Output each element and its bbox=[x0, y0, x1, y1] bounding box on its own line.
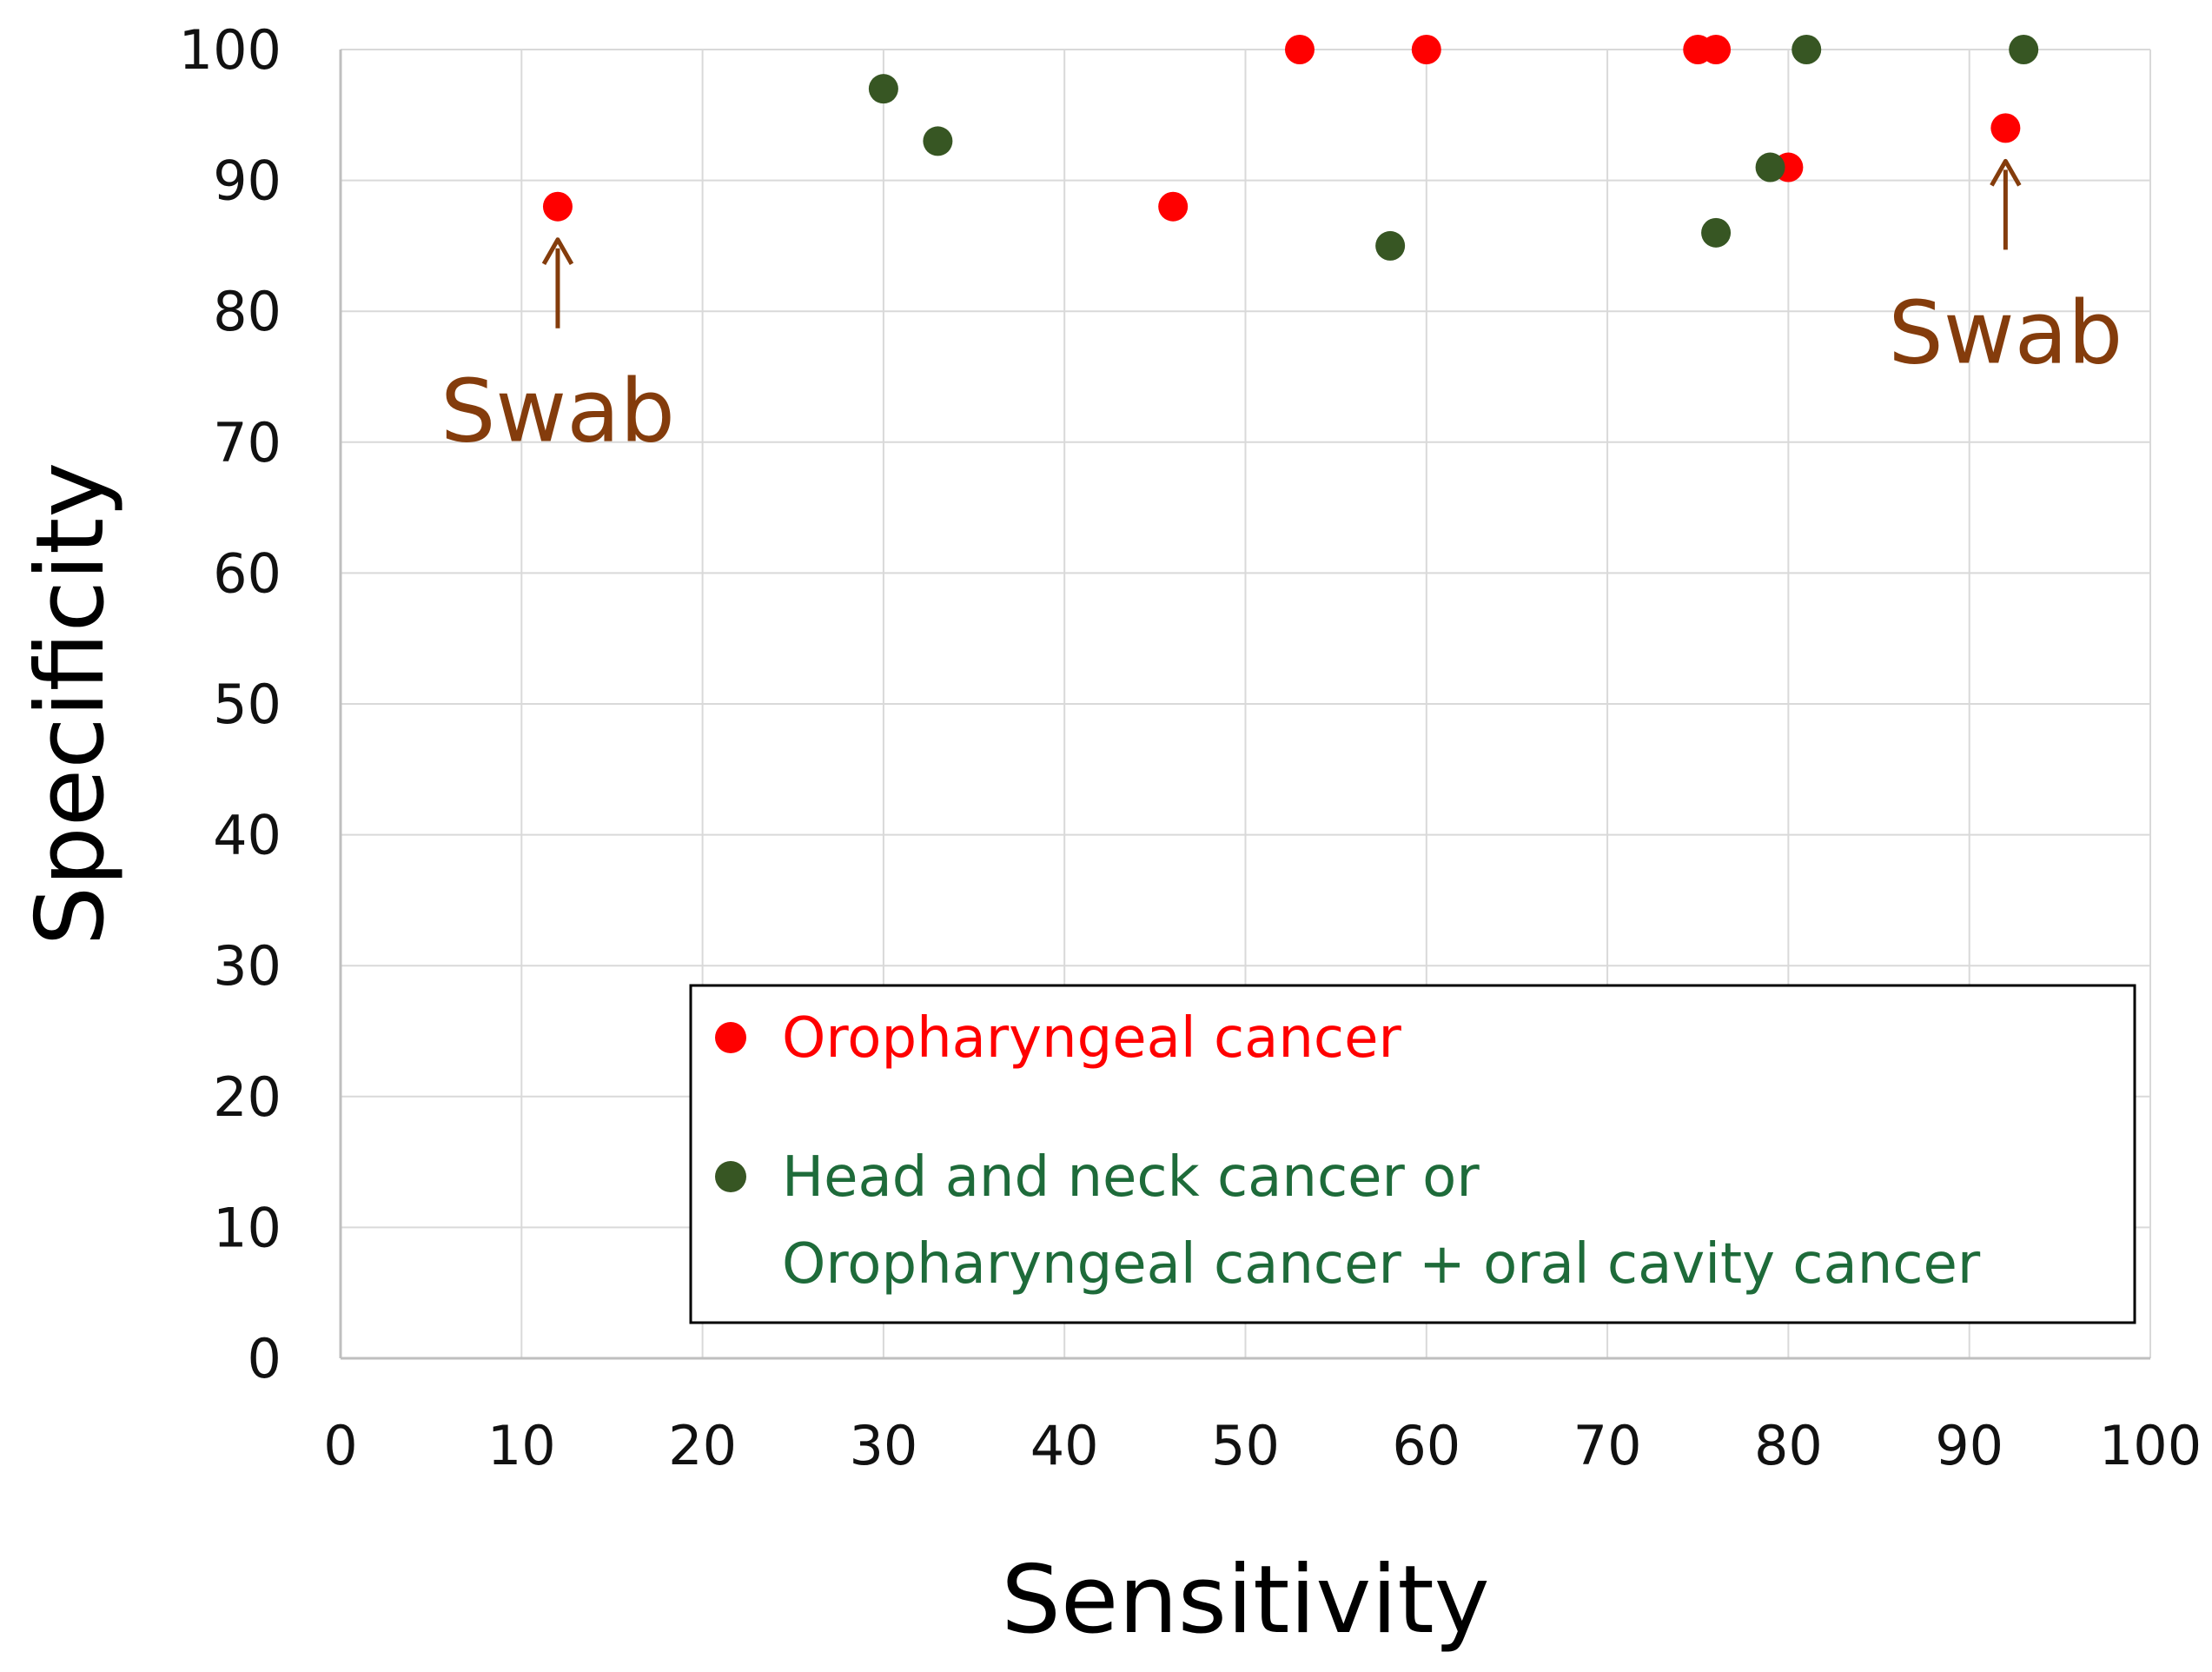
y-tick-label: 30 bbox=[213, 934, 281, 998]
annotation-swab: Swab bbox=[1888, 158, 2123, 383]
data-point bbox=[868, 74, 898, 104]
x-axis-title: Sensitivity bbox=[1001, 1546, 1489, 1655]
data-points bbox=[542, 35, 2039, 261]
annotation-arrow-head bbox=[541, 237, 574, 265]
legend-label: Oropharyngeal cancer + oral cavity cance… bbox=[782, 1232, 1981, 1297]
annotation-swab: Swab bbox=[440, 237, 675, 462]
legend: Oropharyngeal cancer Head and neck cancer… bbox=[689, 984, 2136, 1324]
legend-label: Oropharyngeal cancer bbox=[782, 1006, 1401, 1071]
x-tick-label: 30 bbox=[849, 1414, 917, 1477]
data-point bbox=[1158, 191, 1189, 222]
x-tick-label: 0 bbox=[323, 1414, 357, 1477]
y-tick-label: 10 bbox=[213, 1196, 281, 1259]
data-point bbox=[1375, 230, 1406, 261]
data-point bbox=[1990, 113, 2021, 143]
data-point bbox=[1755, 152, 1785, 182]
series-oropharyngeal bbox=[542, 35, 2021, 222]
x-tick-label: 80 bbox=[1754, 1414, 1823, 1477]
data-point bbox=[923, 126, 953, 156]
y-tick-label: 80 bbox=[213, 280, 281, 343]
x-tick-label: 90 bbox=[1935, 1414, 2003, 1477]
legend-box bbox=[689, 984, 2136, 1324]
data-point bbox=[1791, 35, 1822, 64]
y-tick-label: 40 bbox=[213, 804, 281, 867]
annotations: Swab Swab bbox=[440, 158, 2123, 462]
y-tick-label: 0 bbox=[248, 1327, 281, 1390]
data-point bbox=[542, 191, 573, 222]
annotation-label: Swab bbox=[1888, 282, 2123, 383]
y-tick-label: 100 bbox=[179, 18, 281, 82]
x-tick-label: 60 bbox=[1392, 1414, 1460, 1477]
data-point bbox=[1701, 35, 1732, 64]
data-point bbox=[1411, 35, 1441, 64]
y-tick-label: 50 bbox=[213, 673, 281, 736]
x-tick-label: 70 bbox=[1573, 1414, 1642, 1477]
x-tick-label: 20 bbox=[668, 1414, 737, 1477]
legend-entry: Oropharyngeal cancer bbox=[715, 1006, 1401, 1071]
data-point bbox=[1284, 35, 1315, 64]
series-head-and-neck bbox=[868, 35, 2039, 261]
data-point bbox=[2009, 35, 2039, 64]
annotation-arrow-head bbox=[1990, 158, 2022, 187]
y-tick-label: 60 bbox=[213, 541, 281, 605]
x-tick-label: 40 bbox=[1030, 1414, 1099, 1477]
legend-marker bbox=[715, 1022, 746, 1053]
y-axis-title: Specificity bbox=[17, 462, 125, 946]
y-tick-label: 90 bbox=[213, 149, 281, 213]
y-tick-labels: 0 10 20 30 40 50 60 70 80 90 100 bbox=[179, 18, 281, 1390]
legend-marker bbox=[715, 1161, 746, 1192]
legend-label: Head and neck cancer or bbox=[782, 1145, 1480, 1210]
x-tick-label: 10 bbox=[487, 1414, 556, 1477]
x-tick-label: 100 bbox=[2099, 1414, 2202, 1477]
data-point bbox=[1701, 217, 1732, 248]
y-tick-label: 70 bbox=[213, 411, 281, 474]
x-tick-label: 50 bbox=[1211, 1414, 1280, 1477]
y-tick-label: 20 bbox=[213, 1065, 281, 1129]
annotation-label: Swab bbox=[440, 361, 675, 462]
legend-entry: Head and neck cancer or Oropharyngeal can… bbox=[715, 1145, 1981, 1297]
x-tick-labels: 0 10 20 30 40 50 60 70 80 90 100 bbox=[323, 1414, 2202, 1477]
axes bbox=[339, 50, 2150, 1360]
